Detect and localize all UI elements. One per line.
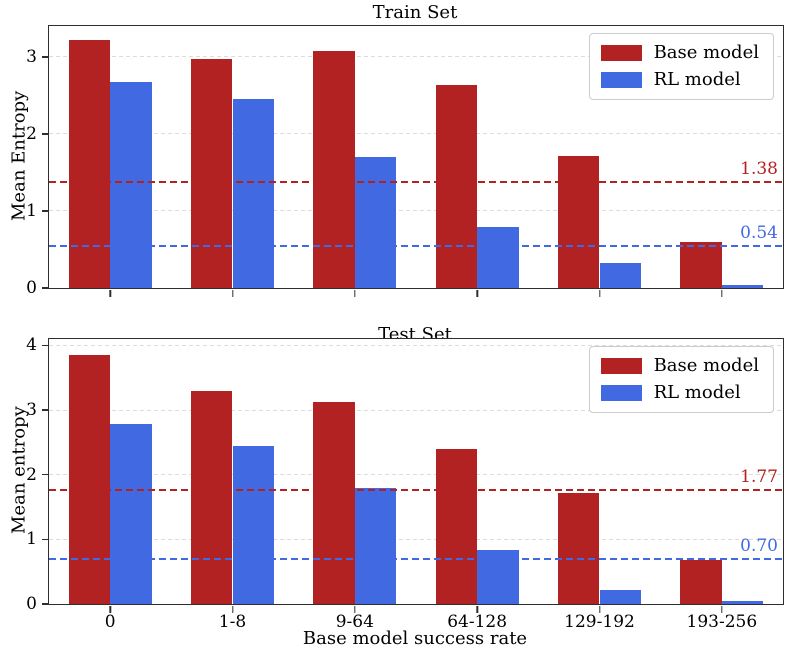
rl-model-bar [599, 590, 642, 604]
x-tick-mark [354, 605, 356, 613]
y-tick-mark [42, 474, 49, 476]
rl-model-bar [354, 488, 397, 604]
legend: Base model RL model [588, 346, 774, 413]
rl-model-bar [232, 99, 275, 288]
y-tick-mark [42, 210, 49, 212]
gridline [49, 210, 783, 212]
x-tick-label: 1-8 [218, 612, 247, 632]
x-tick-mark [231, 605, 234, 613]
rl-model-swatch [600, 72, 642, 88]
rl-model-bar [232, 445, 275, 604]
base-model-bar [435, 84, 478, 288]
rl-model-bar [721, 284, 764, 288]
base-model-bar [68, 39, 111, 288]
x-axis-label: Base model success rate [302, 628, 528, 649]
mean-value-label: 0.54 [740, 223, 778, 244]
mean-value-label: 0.70 [740, 535, 778, 556]
rl-model-bar [110, 424, 152, 604]
base-model-swatch [600, 358, 642, 374]
legend-label: Base model [653, 355, 759, 376]
y-tick-mark [42, 409, 49, 411]
x-tick-label: 64-128 [447, 612, 508, 632]
plot-area: 0 1 2 3 4 0 1-8 9-64 64-128 129-192 193-256 1.77 0.7… [26, 335, 784, 632]
x-tick-mark [231, 289, 234, 297]
base-model-bar [313, 402, 355, 604]
gridline [49, 133, 783, 135]
x-tick-mark [109, 605, 111, 613]
y-tick-mark [42, 344, 49, 347]
legend-label: Base model [653, 42, 759, 63]
y-tick-mark [42, 133, 49, 135]
base-model-bar [68, 355, 111, 604]
test-set-chart: Test Set Mean entropy 0 1 2 3 4 0 1-8 9-64 64-12… [0, 320, 793, 656]
base-model-bar [680, 241, 722, 288]
rl-model-swatch [600, 385, 642, 401]
y-tick-label: 1 [26, 200, 37, 221]
legend-item-base-model: Base model [600, 355, 759, 376]
base-model-bar [313, 50, 355, 288]
x-tick-mark [721, 605, 723, 613]
y-tick-label: 0 [26, 594, 37, 614]
base-model-bar [190, 391, 233, 604]
train-set-chart: Train Set Mean Entropy 0 1 2 3 1.38 0.54 Base … [0, 0, 793, 320]
y-tick-label: 1 [26, 529, 37, 550]
base-model-bar [190, 59, 233, 288]
y-tick-label: 0 [26, 278, 37, 298]
rl-model-bar [599, 262, 642, 288]
y-tick-label: 4 [26, 335, 37, 356]
x-tick-mark [721, 289, 723, 297]
legend: Base model RL model [588, 33, 774, 100]
rl-model-bar [354, 157, 397, 288]
chart-title: Train Set [372, 2, 458, 23]
mean-line-base [49, 180, 783, 183]
legend-label: RL model [653, 69, 741, 90]
x-tick-mark [354, 289, 356, 297]
legend-label: RL model [653, 382, 741, 403]
gridline [49, 409, 783, 411]
y-tick-label: 2 [26, 123, 37, 144]
rl-model-bar [110, 82, 152, 288]
gridline [49, 538, 783, 540]
mean-value-label: 1.38 [740, 158, 778, 179]
y-tick-mark [42, 56, 49, 58]
base-model-bar [680, 560, 722, 604]
y-tick-label: 3 [26, 400, 37, 421]
y-tick-label: 2 [26, 464, 37, 485]
gridline [49, 474, 783, 476]
x-tick-mark [476, 289, 478, 297]
gridline [49, 56, 783, 58]
legend-item-rl-model: RL model [600, 382, 759, 403]
base-model-bar [435, 448, 478, 604]
legend-item-base-model: Base model [600, 42, 759, 63]
y-tick-label: 3 [26, 46, 37, 67]
x-tick-label: 129-192 [564, 612, 635, 632]
y-tick-mark [42, 287, 49, 289]
plot-area: 0 1 2 3 1.38 0.54 Base model RL model [26, 25, 784, 298]
mean-line-rl [49, 245, 783, 248]
rl-model-bar [477, 227, 519, 288]
x-tick-mark [598, 605, 601, 613]
x-tick-label: 9-64 [335, 612, 374, 632]
y-tick-mark [42, 538, 49, 541]
base-model-swatch [600, 45, 642, 61]
mean-value-label: 1.77 [740, 466, 778, 487]
gridline [49, 344, 783, 346]
x-tick-mark [598, 289, 601, 297]
base-model-bar [557, 156, 600, 288]
mean-line-base [49, 488, 783, 491]
x-tick-label: 0 [104, 612, 116, 632]
x-tick-label: 193-256 [686, 612, 758, 632]
base-model-bar [557, 493, 600, 604]
rl-model-bar [721, 601, 764, 604]
x-tick-mark [476, 605, 478, 613]
mean-line-rl [49, 557, 783, 560]
x-tick-mark [109, 289, 111, 297]
legend-item-rl-model: RL model [600, 69, 759, 90]
y-tick-mark [42, 603, 49, 605]
